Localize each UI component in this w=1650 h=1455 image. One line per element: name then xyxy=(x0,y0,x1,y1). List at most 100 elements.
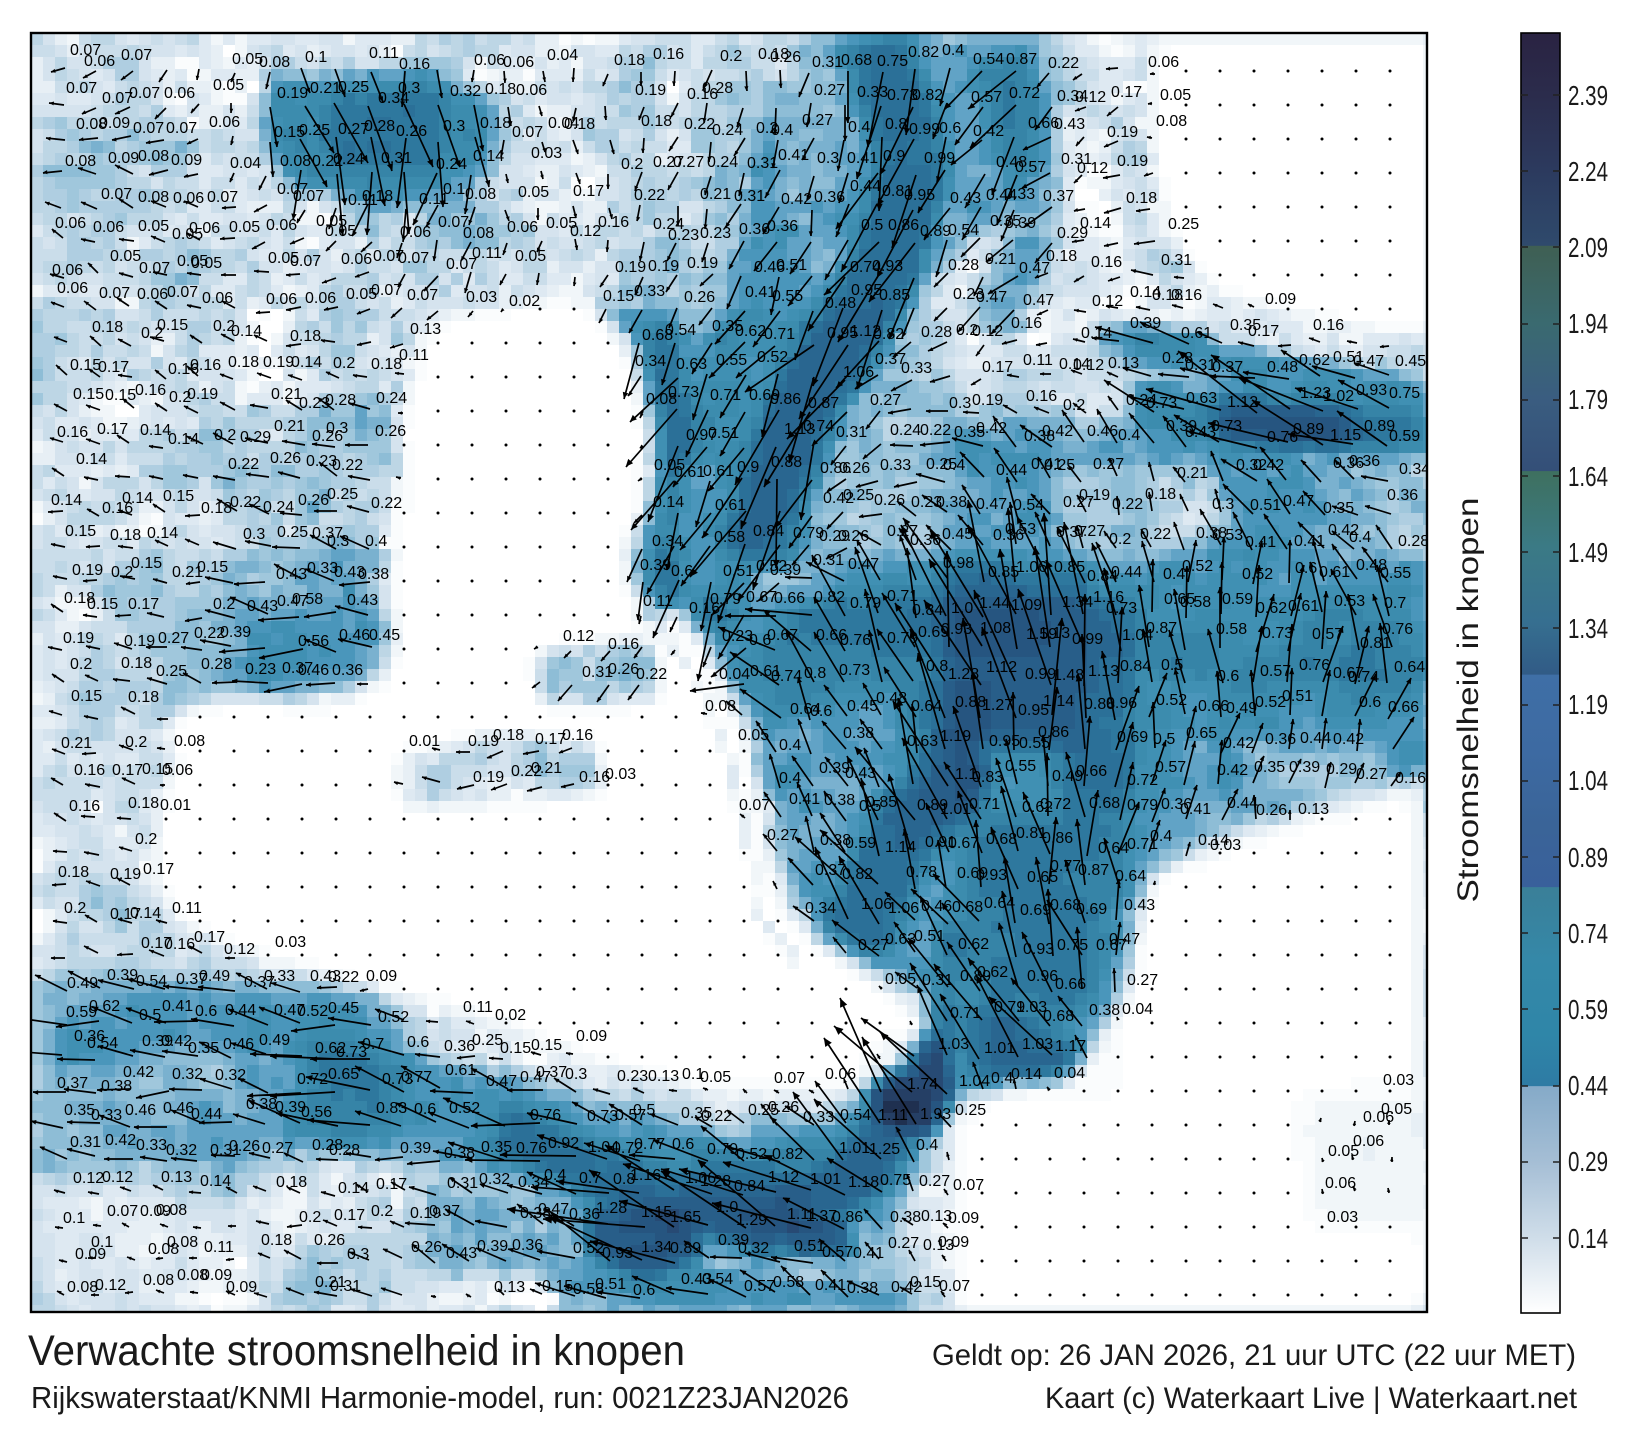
svg-text:0.29: 0.29 xyxy=(1057,225,1088,242)
svg-text:0.34: 0.34 xyxy=(1399,461,1430,478)
svg-text:0.73: 0.73 xyxy=(587,1108,618,1125)
svg-text:0.86: 0.86 xyxy=(1042,830,1073,847)
svg-text:0.47: 0.47 xyxy=(520,1069,551,1086)
svg-text:0.25: 0.25 xyxy=(955,1102,986,1119)
svg-text:1.08: 1.08 xyxy=(980,620,1011,637)
svg-text:0.5: 0.5 xyxy=(1161,657,1183,674)
svg-text:0.15: 0.15 xyxy=(163,488,194,505)
svg-text:0.55: 0.55 xyxy=(1380,565,1411,582)
svg-text:0.26: 0.26 xyxy=(298,492,329,509)
svg-text:0.2: 0.2 xyxy=(169,389,191,406)
svg-text:0.62: 0.62 xyxy=(1022,799,1053,816)
svg-text:0.14: 0.14 xyxy=(1198,832,1229,849)
svg-text:0.79: 0.79 xyxy=(994,999,1025,1016)
svg-text:0.65: 0.65 xyxy=(1164,591,1195,608)
svg-text:0.81: 0.81 xyxy=(1360,635,1391,652)
svg-text:0.42: 0.42 xyxy=(123,1064,154,1081)
svg-text:0.55: 0.55 xyxy=(716,352,747,369)
svg-text:0.39: 0.39 xyxy=(400,1140,431,1157)
svg-text:0.23: 0.23 xyxy=(722,628,753,645)
svg-text:0.21: 0.21 xyxy=(315,1274,346,1291)
svg-text:0.14: 0.14 xyxy=(1081,325,1112,342)
svg-text:1.17: 1.17 xyxy=(1055,1038,1086,1055)
svg-text:0.31: 0.31 xyxy=(210,1142,241,1159)
svg-text:0.16: 0.16 xyxy=(562,727,593,744)
svg-text:0.16: 0.16 xyxy=(69,798,100,815)
svg-text:0.81: 0.81 xyxy=(882,183,913,200)
svg-text:0.43: 0.43 xyxy=(310,968,341,985)
svg-text:0.45: 0.45 xyxy=(1395,353,1426,370)
svg-text:0.11: 0.11 xyxy=(204,1239,234,1256)
svg-text:0.89: 0.89 xyxy=(917,797,948,814)
svg-text:0.39: 0.39 xyxy=(640,557,671,574)
svg-text:0.15: 0.15 xyxy=(105,387,136,404)
svg-text:0.06: 0.06 xyxy=(503,54,534,71)
svg-text:0.15: 0.15 xyxy=(542,1278,573,1295)
svg-text:0.06: 0.06 xyxy=(173,190,204,207)
svg-text:0.06: 0.06 xyxy=(507,219,538,236)
svg-text:0.18: 0.18 xyxy=(480,115,511,132)
svg-text:0.06: 0.06 xyxy=(209,114,240,131)
svg-text:0.71: 0.71 xyxy=(1127,836,1158,853)
svg-text:0.66: 0.66 xyxy=(1388,699,1419,716)
svg-text:0.18: 0.18 xyxy=(228,354,259,371)
svg-text:0.31: 0.31 xyxy=(1161,252,1192,269)
svg-text:0.19: 0.19 xyxy=(63,630,94,647)
svg-text:0.4: 0.4 xyxy=(942,42,964,59)
svg-text:0.74: 0.74 xyxy=(1568,918,1608,949)
svg-text:0.91: 0.91 xyxy=(925,834,956,851)
svg-text:0.28: 0.28 xyxy=(364,118,395,135)
svg-text:0.06: 0.06 xyxy=(305,290,336,307)
svg-text:0.05: 0.05 xyxy=(138,218,169,235)
svg-text:1.01: 1.01 xyxy=(810,1171,841,1188)
svg-text:0.72: 0.72 xyxy=(297,1071,328,1088)
svg-text:0.6: 0.6 xyxy=(672,1136,694,1153)
svg-text:0.45: 0.45 xyxy=(942,526,973,543)
svg-text:0.18: 0.18 xyxy=(121,655,152,672)
svg-text:0.2: 0.2 xyxy=(333,355,355,372)
svg-text:0.38: 0.38 xyxy=(820,832,851,849)
svg-text:0.4: 0.4 xyxy=(779,770,801,787)
svg-text:0.62: 0.62 xyxy=(735,323,766,340)
svg-text:1.03: 1.03 xyxy=(938,1036,969,1053)
svg-text:0.37: 0.37 xyxy=(57,1075,88,1092)
svg-text:1.15: 1.15 xyxy=(1330,427,1361,444)
svg-text:0.52: 0.52 xyxy=(573,1240,604,1257)
svg-text:0.6: 0.6 xyxy=(195,1003,217,1020)
svg-text:0.25: 0.25 xyxy=(1044,457,1075,474)
svg-text:0.2: 0.2 xyxy=(64,900,86,917)
svg-text:0.52: 0.52 xyxy=(449,1100,480,1117)
svg-text:0.33: 0.33 xyxy=(264,968,295,985)
svg-text:0.18: 0.18 xyxy=(64,590,95,607)
svg-text:0.04: 0.04 xyxy=(719,666,750,683)
svg-text:0.85: 0.85 xyxy=(1054,559,1085,576)
svg-text:0.52: 0.52 xyxy=(1182,558,1213,575)
svg-text:0.24: 0.24 xyxy=(436,156,467,173)
svg-text:0.43: 0.43 xyxy=(276,566,307,583)
svg-text:0.13: 0.13 xyxy=(923,1237,954,1254)
svg-text:0.15: 0.15 xyxy=(603,288,634,305)
svg-text:0.03: 0.03 xyxy=(605,766,636,783)
svg-text:1.04: 1.04 xyxy=(588,1139,619,1156)
svg-text:0.4: 0.4 xyxy=(991,1070,1013,1087)
svg-text:0.61: 0.61 xyxy=(750,663,781,680)
svg-text:0.09: 0.09 xyxy=(366,968,397,985)
svg-text:0.82: 0.82 xyxy=(873,326,904,343)
svg-text:0.54: 0.54 xyxy=(87,1035,118,1052)
svg-text:0.07: 0.07 xyxy=(407,287,438,304)
svg-text:0.31: 0.31 xyxy=(1185,357,1216,374)
svg-text:0.07: 0.07 xyxy=(277,181,308,198)
svg-text:0.2: 0.2 xyxy=(135,831,157,848)
svg-text:0.85: 0.85 xyxy=(866,794,897,811)
svg-text:1.01: 1.01 xyxy=(940,801,971,818)
svg-text:0.89: 0.89 xyxy=(920,223,951,240)
svg-text:0.63: 0.63 xyxy=(1186,390,1217,407)
svg-text:0.42: 0.42 xyxy=(781,191,812,208)
svg-text:0.07: 0.07 xyxy=(293,188,324,205)
svg-text:0.43: 0.43 xyxy=(845,765,876,782)
svg-text:0.18: 0.18 xyxy=(485,81,516,98)
svg-text:0.85: 0.85 xyxy=(988,564,1019,581)
svg-text:0.86: 0.86 xyxy=(888,217,919,234)
svg-text:0.36: 0.36 xyxy=(569,1206,600,1223)
svg-text:2.09: 2.09 xyxy=(1568,232,1608,263)
